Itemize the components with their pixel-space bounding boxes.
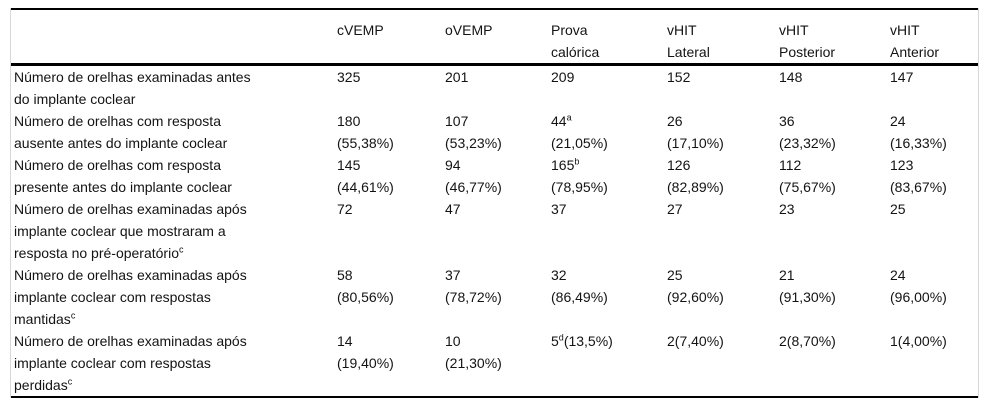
table-cell: 5d(13,5%) [551,332,613,349]
table-header: cVEMP oVEMP Prova calórica vHIT Lateral vHIT Po… [11,9,978,66]
table-cell: 58 (80,56%) [337,267,394,305]
table-cell: 25 [890,201,906,217]
results-table: cVEMP oVEMP Prova calórica vHIT Lateral vHIT Po… [11,8,978,398]
table-cell: 21 (91,30%) [779,267,836,305]
footnote-marker: c [70,310,76,321]
table-body: Número de orelhas examinadas antes do imp… [11,65,978,398]
table-cell: 24 (96,00%) [890,267,947,305]
footnote-marker: d [558,332,564,343]
table-row: Número de orelhas examinadas antes do imp… [11,65,978,111]
table-cell: 180 (55,38%) [337,113,394,151]
table-cell: 126 (82,89%) [667,157,724,195]
table-cell: 209 [551,69,575,85]
table-cell: 14 (19,40%) [337,333,394,371]
filler-cell [934,198,978,264]
footnote-marker: c [179,244,184,255]
header-row: cVEMP oVEMP Prova calórica vHIT Lateral vHIT Po… [11,9,978,66]
table-cell: 2(7,40%) [667,333,724,349]
table-cell: 10 (21,30%) [445,333,502,371]
table-cell: 24 (16,33%) [890,113,947,151]
column-header-cvemp: cVEMP [337,9,445,66]
table-cell: 32 (86,49%) [551,267,608,305]
table-cell: 152 [667,69,691,85]
table-row: Número de orelhas examinadas após implant… [11,330,978,397]
row-label: Número de orelhas examinadas após implant… [14,333,247,393]
table-row: Número de orelhas examinadas após implant… [11,198,978,264]
table-cell: 37 (78,72%) [445,267,502,305]
footnote-marker: c [67,376,73,387]
row-label: Número de orelhas com resposta presente a… [14,157,232,195]
table-cell: 27 [667,201,683,217]
column-header-prova-cal-rica: Prova calórica [551,9,667,66]
table-cell: 37 [551,201,567,217]
row-label: Número de orelhas com resposta ausente an… [14,113,228,151]
table-cell: 26 (17,10%) [667,113,724,151]
table-cell: 201 [445,69,469,85]
row-label-column-header [11,9,337,66]
row-label: Número de orelhas examinadas após implant… [14,201,247,261]
footnote-marker: b [574,156,580,167]
table-row: Número de orelhas com resposta presente a… [11,154,978,198]
column-header-vhit-posterior: vHIT Posterior [779,9,890,66]
table-cell: 123 (83,67%) [890,157,947,195]
table-cell: 145 (44,61%) [337,157,394,195]
table-cell: 112 (75,67%) [779,157,836,195]
results-table-container: cVEMP oVEMP Prova calórica vHIT Lateral vHIT Po… [10,8,979,398]
row-label: Número de orelhas examinadas antes do imp… [14,69,251,107]
filler-column-header [934,9,978,66]
table-cell: 325 [337,69,361,85]
footnote-marker: a [566,112,572,123]
table-row: Número de orelhas com resposta ausente an… [11,110,978,154]
column-header-ovemp: oVEMP [445,9,551,66]
table-cell: 72 [337,201,353,217]
table-cell: 25 (92,60%) [667,267,724,305]
table-cell: 148 [779,69,803,85]
table-cell: 2(8,70%) [779,333,836,349]
table-cell: 107 (53,23%) [445,113,502,151]
table-cell: 147 [890,69,914,85]
filler-cell [934,65,978,111]
row-label: Número de orelhas examinadas após implant… [14,267,247,327]
table-cell: 23 [779,201,795,217]
column-header-vhit-anterior: vHIT Anterior [890,9,939,66]
table-cell: 47 [445,201,461,217]
table-cell: 44a (21,05%) [551,112,608,151]
table-cell: 165b (78,95%) [551,156,608,195]
table-cell: 36 (23,32%) [779,113,836,151]
table-cell: 94 (46,77%) [445,157,502,195]
table-row: Número de orelhas examinadas após implant… [11,264,978,330]
column-header-vhit-lateral: vHIT Lateral [667,9,779,66]
table-cell: 1(4,00%) [890,333,947,349]
